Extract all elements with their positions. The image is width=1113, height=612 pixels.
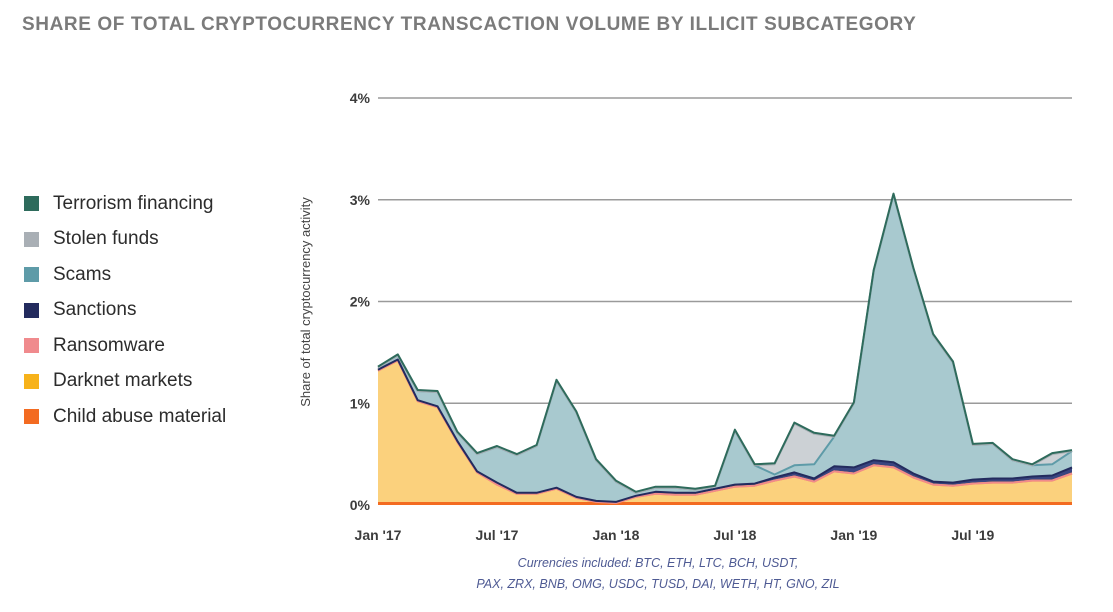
legend-item-ransomware: Ransomware xyxy=(24,328,284,364)
x-tick-label: Jul '19 xyxy=(951,527,994,543)
legend-item-darknet-markets: Darknet markets xyxy=(24,364,284,400)
legend-label: Terrorism financing xyxy=(53,192,214,214)
x-tick-label: Jan '18 xyxy=(592,527,639,543)
line-sanctions xyxy=(377,358,1073,503)
legend-label: Darknet markets xyxy=(53,370,193,392)
x-tick-label: Jul '18 xyxy=(713,527,756,543)
area-scams xyxy=(378,194,1072,502)
x-tick-label: Jan '19 xyxy=(830,527,877,543)
line-terrorism-financing xyxy=(377,192,1073,493)
y-tick-label: 2% xyxy=(350,294,371,310)
x-tick-label: Jan '17 xyxy=(355,527,402,543)
y-tick-label: 3% xyxy=(350,192,371,208)
y-tick-label: 4% xyxy=(350,90,371,106)
legend-swatch xyxy=(24,338,39,354)
legend-swatch xyxy=(24,231,39,247)
legend-item-child-abuse-material: Child abuse material xyxy=(24,399,284,435)
y-axis-label: Share of total cryptocurrency activity xyxy=(298,197,313,407)
chart-title: SHARE OF TOTAL CRYPTOCURRENCY TRANSCACTI… xyxy=(22,14,917,35)
legend-swatch xyxy=(24,373,39,389)
line-ransomware xyxy=(377,359,1073,504)
y-tick-label: 0% xyxy=(350,497,371,513)
legend-label: Sanctions xyxy=(53,299,137,321)
x-tick-label: Jul '17 xyxy=(475,527,518,543)
legend-item-scams: Scams xyxy=(24,257,284,293)
currencies-note-line-1: Currencies included: BTC, ETH, LTC, BCH,… xyxy=(517,556,799,570)
legend-swatch xyxy=(24,409,39,425)
area-sanctions xyxy=(378,359,1072,503)
legend-label: Ransomware xyxy=(53,334,165,356)
legend-item-terrorism-financing: Terrorism financing xyxy=(24,186,284,222)
y-tick-label: 1% xyxy=(350,395,371,411)
legend-swatch xyxy=(24,267,39,283)
currencies-note-line-2: PAX, ZRX, BNB, OMG, USDC, TUSD, DAI, WET… xyxy=(476,577,840,591)
chart-legend: Terrorism financing Stolen funds Scams S… xyxy=(24,186,284,435)
gridlines xyxy=(378,97,1072,404)
legend-swatch xyxy=(24,196,39,212)
legend-label: Scams xyxy=(53,263,112,285)
legend-label: Stolen funds xyxy=(53,228,159,250)
legend-label: Child abuse material xyxy=(53,405,227,427)
x-axis-ticks: Jan '17 Jul '17 Jan '18 Jul '18 Jan '19 Jul '… xyxy=(355,527,995,543)
area-darknet-markets xyxy=(378,360,1072,503)
legend-item-sanctions: Sanctions xyxy=(24,293,284,329)
y-axis-ticks: 0% 1% 2% 3% 4% xyxy=(350,90,371,513)
legend-item-stolen-funds: Stolen funds xyxy=(24,222,284,258)
legend-swatch xyxy=(24,302,39,318)
series-outlines xyxy=(377,192,1073,504)
